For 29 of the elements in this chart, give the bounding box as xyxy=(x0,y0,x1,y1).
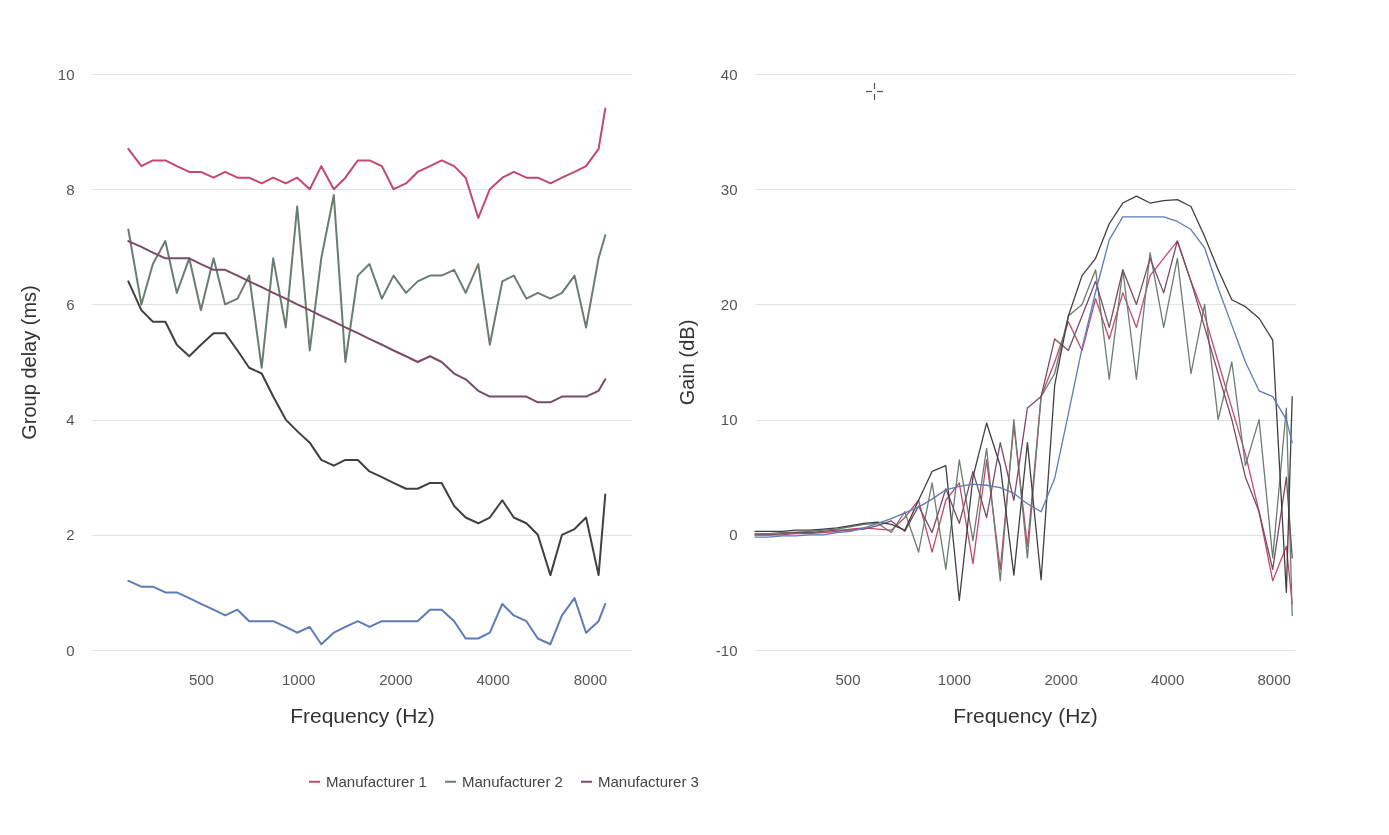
x-tick-label: 1000 xyxy=(281,670,316,688)
x-axis-title: Frequency (Hz) xyxy=(290,703,435,727)
y-tick-label: 0 xyxy=(729,526,738,544)
y-tick-label: 10 xyxy=(57,65,75,83)
legend-label: Manufacturer 2 xyxy=(462,772,563,790)
y-tick-label: 10 xyxy=(720,411,738,429)
x-tick-label: 8000 xyxy=(1257,670,1291,688)
y-axis-title: Group delay (ms) xyxy=(17,285,40,440)
y-tick-label: 6 xyxy=(66,295,75,313)
x-tick-label: 1000 xyxy=(937,670,972,688)
x-tick-label: 4000 xyxy=(476,670,510,688)
x-tick-label: 2000 xyxy=(379,670,413,688)
y-tick-label: 0 xyxy=(66,641,75,659)
x-tick-label: 8000 xyxy=(573,670,608,688)
y-tick-label: 4 xyxy=(66,411,75,429)
legend-label: Manufacturer 3 xyxy=(598,772,699,790)
y-tick-label: 2 xyxy=(66,526,75,544)
y-tick-label: 8 xyxy=(66,180,75,198)
x-tick-label: 500 xyxy=(188,670,214,688)
y-tick-label: 30 xyxy=(720,180,738,198)
y-tick-label: 20 xyxy=(720,295,738,313)
x-tick-label: 2000 xyxy=(1044,670,1078,688)
x-axis-title: Frequency (Hz) xyxy=(953,703,1098,727)
y-tick-label: 40 xyxy=(720,65,738,83)
x-tick-label: 500 xyxy=(835,670,861,688)
legend-label: Manufacturer 1 xyxy=(326,772,427,790)
x-tick-label: 4000 xyxy=(1150,670,1185,688)
y-tick-label: -10 xyxy=(715,641,738,659)
y-axis-title: Gain (dB) xyxy=(675,319,698,406)
